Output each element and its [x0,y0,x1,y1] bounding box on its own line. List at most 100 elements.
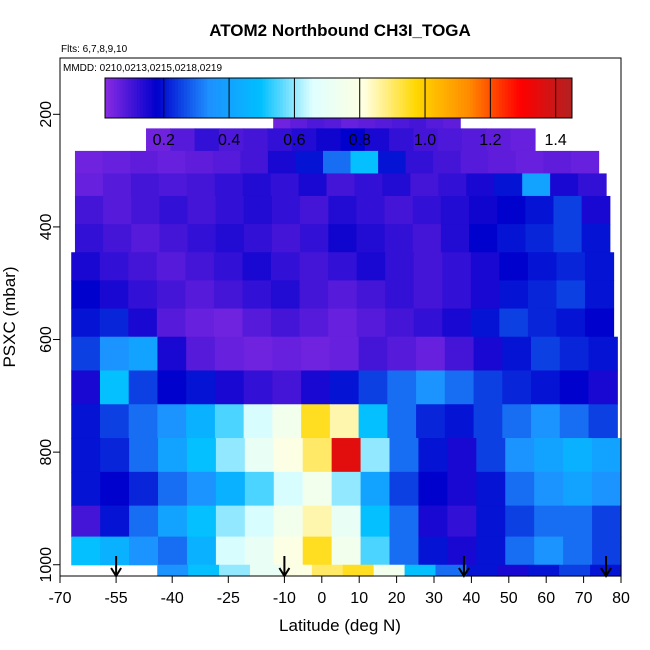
heatmap-cell [447,438,477,473]
colorbar-segment [172,78,176,118]
colorbar-segment [245,78,249,118]
heatmap-cell [128,280,158,310]
colorbar-segment [318,78,322,118]
heatmap-cell [404,564,437,577]
heatmap-cell [267,128,293,152]
colorbar-segment [163,78,167,118]
heatmap-cell [186,404,216,439]
heatmap-cell [215,505,246,538]
heatmap-cell [302,471,333,507]
colorbar-segment [428,78,433,118]
colorbar-segment [212,78,217,118]
heatmap-cell [242,280,272,310]
heatmap-cell [295,150,324,175]
x-tick-label: 40 [463,590,481,607]
colorbar-segment [566,78,570,118]
heatmap-cell [340,128,366,152]
heatmap-cell [389,536,420,566]
colorbar-segment [373,78,377,118]
heatmap-cell [384,195,414,225]
heatmap-cell [416,336,446,372]
heatmap-cell [157,404,187,439]
heatmap-cell [476,438,506,473]
y-tick-label: 800 [38,439,55,466]
heatmap-cell [100,536,130,566]
heatmap-cell [159,195,189,225]
heatmap-cell [99,404,130,439]
heatmap-cell [499,280,529,310]
colorbar-segment [145,78,150,118]
heatmap-cell [331,536,362,566]
heatmap-cell [157,150,186,175]
heatmap-cell [272,370,302,405]
colorbar-segment [411,78,415,118]
heatmap-cell [159,224,189,253]
colorbar-segment [426,78,430,118]
colorbar-segment [464,78,468,118]
heatmap-cell [219,564,251,577]
colorbar-segment [285,78,290,118]
colorbar-segment [569,78,573,118]
colorbar-segment [201,78,205,118]
heatmap-cell [214,404,245,439]
colorbar-segment [268,78,272,118]
colorbar-segment [469,78,474,118]
heatmap-cell [440,195,470,225]
heatmap-cell [488,150,517,175]
heatmap-cell [563,438,593,473]
colorbar-segment [531,78,535,118]
colorbar-segment [119,78,124,118]
x-tick-label: 0 [317,590,326,607]
heatmap-cell [185,252,215,281]
colorbar-segment [189,78,194,118]
heatmap-cell [99,370,130,405]
heatmap-cell [240,150,269,175]
colorbar-segment [242,78,246,118]
colorbar-segment [466,78,471,118]
heatmap-cell [243,195,273,225]
heatmap-cell [102,150,131,175]
heatmap-cell [460,150,489,175]
heatmap-cell [301,370,331,405]
heatmap-cell [350,150,379,175]
heatmap-cell [186,173,216,197]
colorbar-segment [326,78,331,118]
heatmap-cell [525,195,555,225]
y-axis: 200 400 600 800 1000 [38,101,60,583]
heatmap-cell [273,505,304,538]
colorbar-segment [283,78,287,118]
heatmap-cell [354,173,384,197]
heatmap-cell [416,404,446,439]
heatmap-cell [563,471,593,507]
colorbar-segment [250,78,255,118]
colorbar-tick-label: 0.2 [153,132,175,149]
colorbar-segment [458,78,462,118]
colorbar-segment [563,78,567,118]
colorbar-segment [315,78,319,118]
heatmap-cell [499,252,529,281]
heatmap-cell [214,336,245,372]
heatmap-cell [186,505,217,538]
heatmap-cell [559,370,590,405]
heatmap-cell [185,150,214,175]
flights-note: Flts: 6,7,8,9,10 [61,44,128,55]
heatmap-cell [185,308,215,338]
heatmap-cell [249,564,282,577]
colorbar-segment [431,78,436,118]
colorbar-segment [224,78,229,118]
heatmap-cell [476,505,506,538]
heatmap-cell [433,150,462,175]
heatmap-cell [497,195,526,225]
colorbar-segment [557,78,561,118]
heatmap-cell [527,252,558,281]
colorbar-segment [542,78,547,118]
heatmap-cell [563,536,593,566]
heatmap-cell [412,195,442,225]
heatmap-cell [328,224,358,253]
heatmap-cell [447,471,477,507]
colorbar-segment [420,78,424,118]
colorbar-segment [312,78,316,118]
colorbar-segment [472,78,477,118]
heatmap-cell [553,195,583,225]
heatmap-cell [486,128,512,152]
